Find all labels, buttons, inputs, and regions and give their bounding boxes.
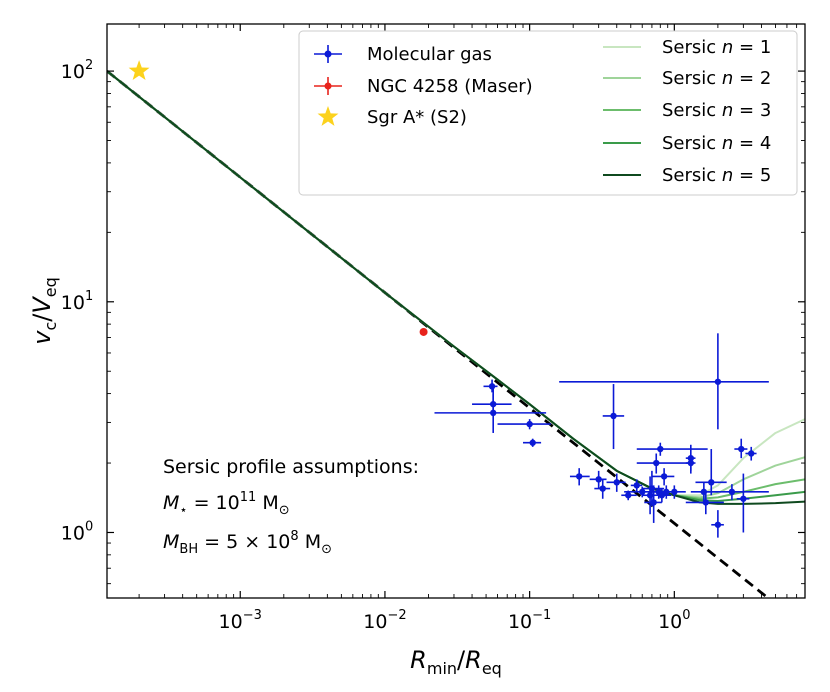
legend-star-marker — [317, 106, 339, 126]
point-marker — [671, 488, 678, 496]
legend-entry-sersic-n3: Sersic n = 3 — [603, 100, 771, 121]
molecular-gas-point — [651, 468, 675, 486]
molecular-gas-point — [497, 419, 551, 430]
x-tick-label: 100 — [658, 608, 690, 633]
legend-label: Molecular gas — [367, 44, 492, 65]
legend-entry-point: Molecular gas — [314, 44, 492, 65]
molecular-gas-point — [699, 484, 769, 501]
molecular-gas-point — [630, 479, 643, 492]
maser-point — [419, 327, 428, 336]
point-marker — [728, 488, 736, 496]
legend-entry-sersic-n2: Sersic n = 2 — [603, 68, 771, 89]
point-marker — [702, 499, 709, 506]
molecular-gas-point — [434, 386, 547, 433]
molecular-gas-point — [711, 510, 724, 538]
annotation-mbh: MBH = 5 × 108 M⊙ — [163, 529, 332, 557]
point-marker — [658, 492, 666, 499]
point-marker — [613, 479, 620, 486]
legend-lines: Sersic n = 1 Sersic n = 2 Sersic n = 3 Sers… — [603, 37, 771, 186]
legend-dot — [324, 82, 332, 90]
point-marker — [650, 499, 657, 506]
point-marker — [595, 476, 602, 483]
molecular-gas-point — [745, 446, 757, 461]
molecular-gas-point — [685, 491, 724, 515]
molecular-gas-point — [636, 453, 689, 474]
legend-entry-sersic-n4: Sersic n = 4 — [603, 133, 771, 154]
legend-entry-sersic-n5: Sersic n = 5 — [603, 165, 771, 186]
legend-label: Sersic n = 4 — [662, 133, 771, 154]
legend-label: Sersic n = 3 — [662, 100, 771, 121]
points-layer — [128, 60, 769, 538]
y-tick-label: 100 — [61, 519, 93, 544]
legend-label: NGC 4258 (Maser) — [367, 76, 533, 97]
point-marker — [526, 420, 533, 428]
x-axis-label: Rmin/Req — [410, 646, 502, 678]
point-marker — [633, 482, 640, 489]
point-marker — [488, 383, 496, 390]
legend: Molecular gas NGC 4258 (Maser) Sgr A* (S2)… — [298, 30, 798, 196]
sgra-star-point — [128, 60, 150, 80]
point-marker — [639, 488, 646, 496]
y-axis-label: vc/Veq — [28, 277, 60, 345]
molecular-gas-point — [734, 438, 748, 459]
x-tick-label: 10−2 — [363, 608, 406, 633]
point-marker — [653, 459, 660, 467]
molecular-gas-point — [606, 473, 626, 492]
point-marker — [714, 521, 722, 528]
point-marker — [625, 492, 632, 499]
y-tick-label: 101 — [61, 289, 93, 314]
legend-label: Sersic n = 5 — [662, 165, 771, 186]
molecular-gas-point — [523, 438, 542, 447]
point-marker — [657, 445, 664, 453]
legend-label: Sersic n = 2 — [662, 68, 771, 89]
point-marker — [599, 485, 606, 492]
point-marker — [714, 378, 722, 385]
legend-entry-sersic-n1: Sersic n = 1 — [603, 37, 771, 58]
point-marker — [708, 479, 715, 486]
x-tick-label: 10−3 — [219, 608, 262, 633]
y-tick-label: 102 — [61, 58, 93, 83]
molecular-gas-point — [594, 479, 611, 499]
molecular-gas-point — [653, 488, 672, 503]
point-marker — [610, 412, 617, 420]
point-marker — [660, 473, 668, 480]
annotation: Sersic profile assumptions: M⋆ = 1011 M⊙… — [163, 456, 419, 557]
point-marker — [748, 450, 755, 457]
molecular-gas-point — [569, 468, 590, 486]
molecular-gas-point — [559, 333, 769, 430]
annotation-title: Sersic profile assumptions: — [163, 456, 419, 478]
legend-entry-point: Sgr A* (S2) — [317, 106, 467, 128]
legend-label: Sersic n = 1 — [662, 37, 771, 58]
ticks-layer: 10−3 10−2 10−1 100 100 101 102 — [61, 24, 806, 633]
molecular-gas-point — [664, 485, 686, 499]
point-marker — [740, 495, 747, 502]
legend-entry-point: NGC 4258 (Maser) — [314, 76, 533, 97]
x-tick-label: 10−1 — [508, 608, 551, 633]
curves-layer — [107, 69, 805, 598]
legend-box — [298, 30, 798, 196]
molecular-gas-point — [736, 473, 750, 533]
point-marker — [687, 459, 695, 467]
legend-points: Molecular gas NGC 4258 (Maser) Sgr A* (S2) — [314, 44, 533, 128]
point-marker — [529, 439, 536, 446]
point-marker — [738, 445, 745, 453]
molecular-gas-point — [685, 455, 696, 471]
molecular-gas-point — [589, 470, 607, 489]
molecular-gas-point — [602, 384, 625, 450]
point-marker — [575, 473, 583, 480]
annotation-mstar: M⋆ = 1011 M⊙ — [163, 490, 290, 518]
legend-dot — [324, 50, 332, 58]
legend-label: Sgr A* (S2) — [367, 107, 467, 128]
molecular-gas-point — [636, 442, 708, 456]
sersic-n5-line — [107, 70, 805, 505]
point-marker — [489, 409, 497, 417]
plot-frame — [106, 23, 806, 599]
molecular-gas-point — [695, 449, 727, 496]
